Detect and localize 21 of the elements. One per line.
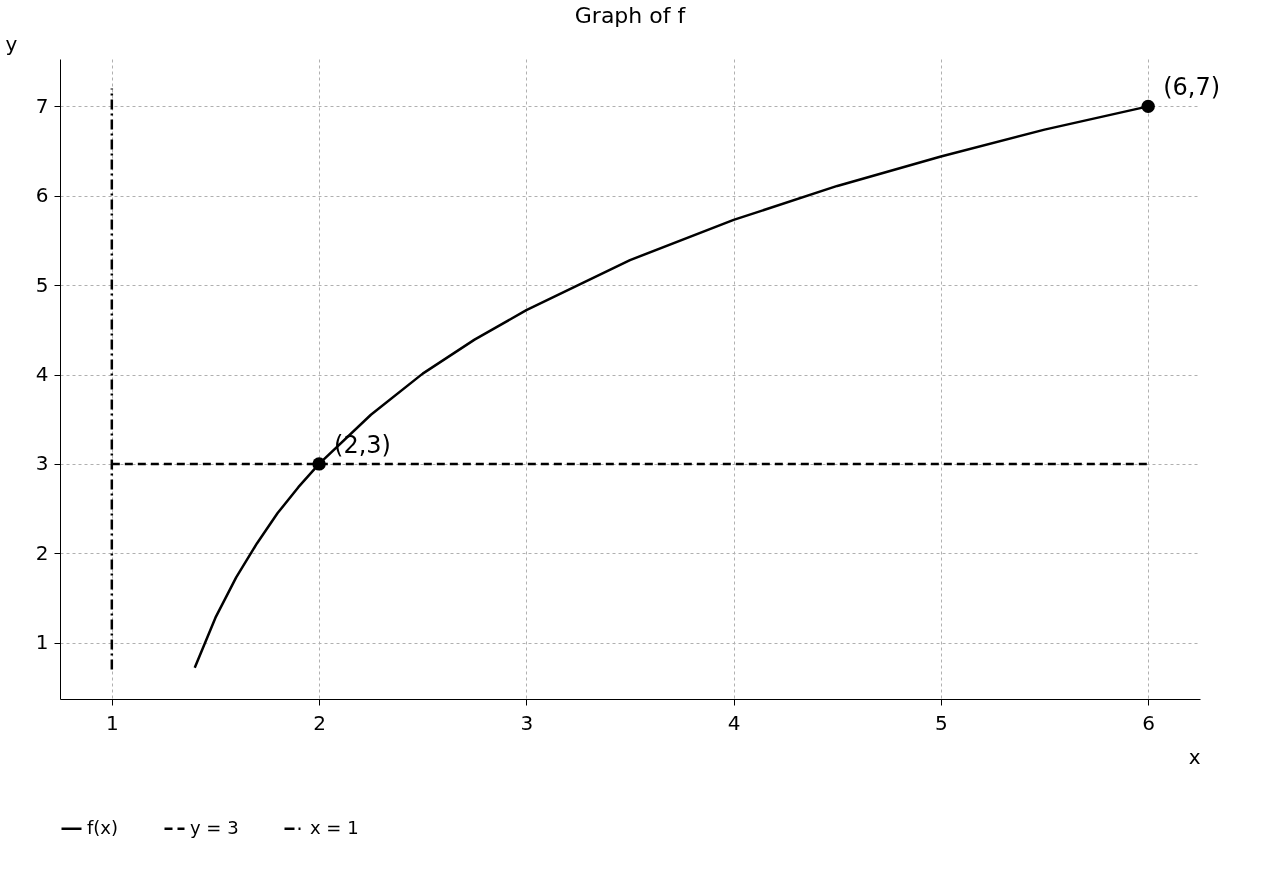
y-tick-label: 5 (35, 272, 49, 297)
legend-label: y = 3 (190, 816, 239, 838)
x-tick-label: 4 (727, 710, 741, 735)
x-tick-label: 6 (1142, 710, 1156, 735)
legend-label: x = 1 (310, 816, 359, 838)
y-tick-label: 2 (35, 540, 49, 565)
x-tick-label: 5 (935, 710, 948, 735)
y-tick-label: 7 (35, 93, 49, 118)
y-tick-label: 4 (35, 362, 49, 387)
x-tick-label: 1 (105, 710, 119, 735)
y-tick-label: 1 (35, 630, 49, 655)
annotation: (6,7) (1163, 73, 1221, 102)
x-tick-label: 2 (313, 710, 326, 735)
y-tick-label: 3 (35, 451, 49, 476)
y-tick-label: 6 (35, 183, 49, 208)
legend-label: f(x) (87, 816, 119, 838)
chart-title: Graph of f (574, 3, 687, 28)
annotation: (2,3) (334, 430, 391, 459)
x-axis-title: x (1188, 744, 1201, 769)
x-tick-label: 3 (520, 710, 534, 735)
y-axis-title: y (5, 31, 18, 56)
